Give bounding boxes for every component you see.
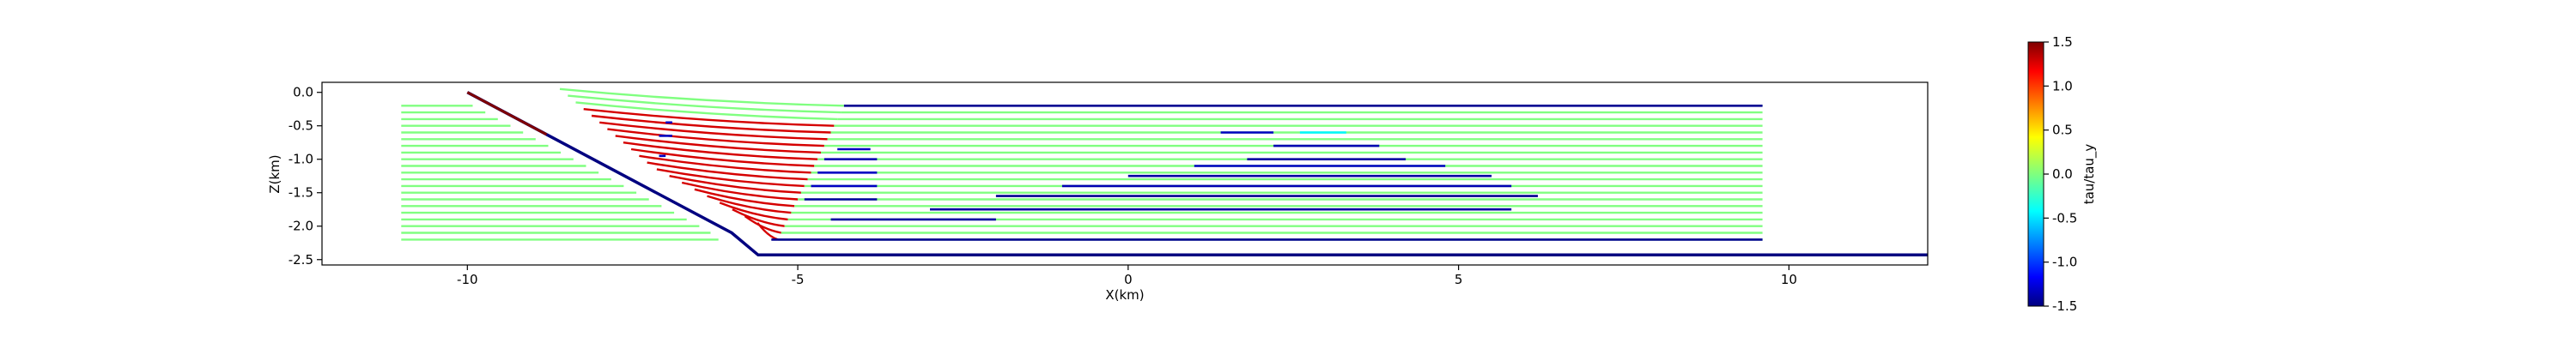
colorbar-tick-label: 0.5 — [2052, 123, 2073, 138]
x-tick-label: 10 — [1781, 272, 1797, 287]
streamline-bend — [583, 108, 835, 127]
y-axis: 0.0 -0.5 -1.0 -1.5 -2.0 -2.5 — [289, 85, 322, 268]
fault-red-tip — [466, 91, 548, 136]
blue-segments — [659, 105, 1763, 241]
streamline-bend — [607, 128, 824, 147]
colorbar-tick-label: 1.5 — [2052, 34, 2073, 50]
streamline-bend — [568, 94, 841, 114]
colorbar-tick-label: 0.0 — [2052, 166, 2073, 182]
colorbar-ticks: 1.5 1.0 0.5 0.0 -0.5 -1.0 -1.5 — [2044, 34, 2077, 314]
streamlines — [401, 87, 1763, 241]
streamline-bend — [681, 181, 799, 201]
colorbar-gradient — [2027, 41, 2044, 307]
streamline-bend — [647, 161, 808, 181]
streamline-bend — [591, 114, 831, 134]
streamline-bend — [719, 202, 788, 221]
x-tick-label: -10 — [457, 272, 478, 287]
streamline-bend — [599, 121, 828, 141]
x-axis-label: X(km) — [1105, 287, 1144, 303]
x-tick-label: 5 — [1455, 272, 1463, 287]
streamline-bend — [630, 147, 815, 167]
y-tick-label: 0.0 — [293, 85, 313, 100]
plot-frame — [321, 81, 1929, 266]
streamline-bend — [669, 175, 801, 194]
streamline-bend — [744, 215, 782, 234]
x-tick-label: -5 — [792, 272, 805, 287]
colorbar-tick-label: -0.5 — [2052, 210, 2077, 226]
streamline-bend — [623, 141, 818, 160]
streamline-bend — [639, 154, 811, 174]
y-tick-label: -1.5 — [289, 185, 313, 201]
y-tick-label: -0.5 — [289, 118, 313, 134]
y-axis-label: Z(km) — [267, 154, 283, 193]
streamline-bend — [656, 168, 805, 188]
y-tick-label: -2.5 — [289, 252, 313, 268]
y-tick-label: -1.0 — [289, 152, 313, 167]
streamline-bend — [694, 188, 795, 208]
colorbar-label: tau/tau_y — [2081, 144, 2098, 205]
streamline-bend — [559, 87, 844, 107]
x-axis: -10 -5 0 5 10 — [457, 265, 1797, 287]
streamline-bend — [575, 101, 838, 121]
streamline-bend — [615, 135, 822, 154]
colorbar-tick-label: 1.0 — [2052, 78, 2073, 93]
colorbar: 1.5 1.0 0.5 0.0 -0.5 -1.0 -1.5 tau/tau_y — [2027, 34, 2098, 314]
streamline-bend — [707, 195, 792, 214]
plot-area — [321, 81, 1929, 266]
colorbar-tick-label: -1.0 — [2052, 255, 2077, 270]
y-tick-label: -2.0 — [289, 219, 313, 234]
colorbar-tick-label: -1.5 — [2052, 298, 2077, 314]
streamline-bend — [732, 208, 785, 227]
fault-line — [466, 91, 1928, 257]
x-tick-label: 0 — [1124, 272, 1133, 287]
